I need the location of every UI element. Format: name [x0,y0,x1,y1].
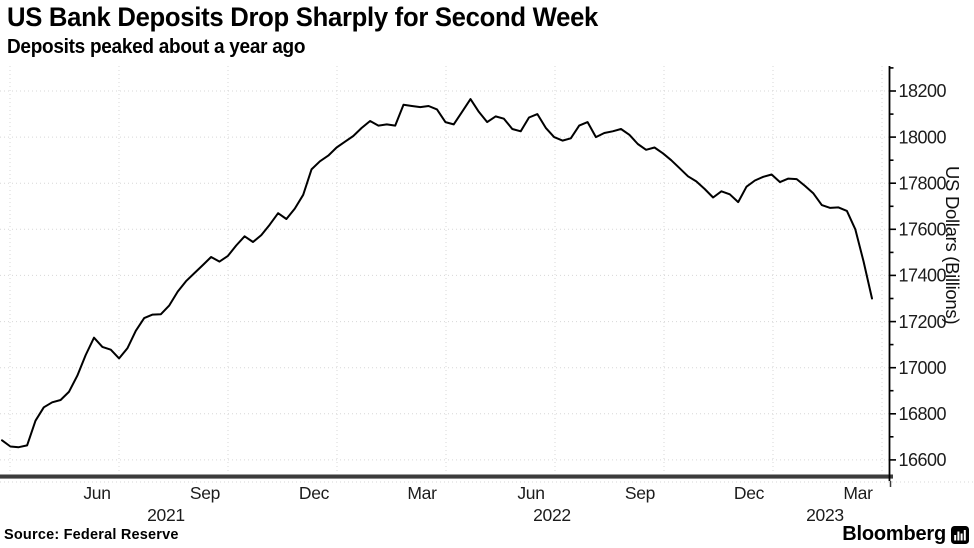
x-axis-highlight [0,474,893,475]
x-month-label: Mar [843,483,873,503]
y-tick-label: 17600 [899,220,947,240]
y-tick-label: 17200 [899,312,947,332]
bloomberg-terminal-icon [951,525,969,544]
y-axis-title: US Dollars (Billions) [942,166,963,325]
x-year-label: 2022 [533,505,571,525]
x-month-label: Sep [190,483,220,503]
y-tick-label: 17000 [899,358,947,378]
x-month-label: Jun [517,483,544,503]
bloomberg-wordmark: Bloomberg [842,523,946,545]
y-tick-label: 18200 [899,81,947,101]
x-axis-bar [0,475,893,479]
x-month-label: Sep [625,483,655,503]
chart-title: US Bank Deposits Drop Sharply for Second… [7,2,599,32]
x-month-label: Mar [407,483,437,503]
x-year-label: 2023 [806,505,844,525]
y-tick-label: 16800 [899,404,947,424]
source-note: Source: Federal Reserve [4,527,179,543]
chart-subtitle: Deposits peaked about a year ago [7,36,306,58]
y-tick-label: 18000 [899,127,947,147]
x-month-label: Dec [734,483,765,503]
y-tick-label: 16600 [899,450,947,470]
x-month-label: Jun [83,483,110,503]
x-year-label: 2021 [147,505,185,525]
x-month-label: Dec [299,483,330,503]
deposits-line [1,98,873,449]
y-tick-label: 17800 [899,173,947,193]
y-tick-label: 17400 [899,266,947,286]
bloomberg-logo: Bloomberg [842,523,969,546]
